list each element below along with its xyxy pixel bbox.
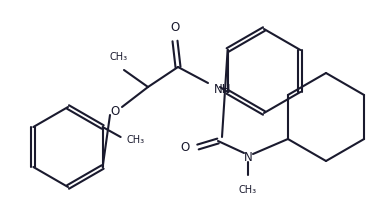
Text: CH₃: CH₃: [239, 184, 257, 194]
Text: NH: NH: [214, 83, 232, 96]
Text: N: N: [244, 151, 252, 164]
Text: O: O: [110, 105, 120, 118]
Text: O: O: [170, 21, 180, 34]
Text: CH₃: CH₃: [126, 134, 145, 144]
Text: CH₃: CH₃: [110, 52, 128, 62]
Text: O: O: [181, 141, 190, 154]
